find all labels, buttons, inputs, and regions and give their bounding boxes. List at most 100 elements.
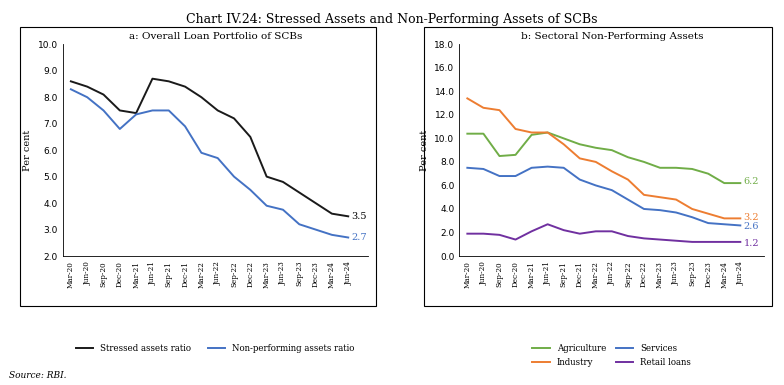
Title: a: Overall Loan Portfolio of SCBs: a: Overall Loan Portfolio of SCBs: [129, 32, 302, 41]
Industry: [655, 195, 665, 199]
Stressed assets ratio: [327, 211, 336, 216]
Retail loans: [591, 229, 601, 234]
Agriculture: [607, 148, 616, 152]
Text: 6.2: 6.2: [743, 177, 759, 186]
Services: [495, 174, 504, 178]
Stressed assets ratio: [132, 111, 141, 116]
Agriculture: [479, 131, 488, 136]
Services: [591, 183, 601, 188]
Retail loans: [671, 238, 681, 243]
Retail loans: [688, 239, 697, 244]
Agriculture: [703, 171, 713, 176]
Services: [575, 177, 584, 182]
Line: Retail loans: Retail loans: [467, 224, 740, 242]
Stressed assets ratio: [180, 84, 190, 89]
Non-performing assets ratio: [278, 208, 288, 212]
Industry: [639, 192, 648, 197]
Non-performing assets ratio: [115, 127, 125, 131]
Services: [511, 174, 521, 178]
Text: 3.5: 3.5: [351, 212, 367, 221]
Stressed assets ratio: [262, 174, 271, 179]
Services: [607, 188, 616, 192]
Retail loans: [655, 237, 665, 242]
Stressed assets ratio: [213, 108, 223, 113]
Agriculture: [623, 155, 633, 159]
Retail loans: [495, 233, 504, 237]
Retail loans: [463, 231, 472, 236]
Industry: [527, 130, 536, 135]
Industry: [591, 160, 601, 164]
Retail loans: [703, 239, 713, 244]
Agriculture: [655, 166, 665, 170]
Stressed assets ratio: [115, 108, 125, 113]
Retail loans: [623, 234, 633, 238]
Industry: [511, 127, 521, 131]
Stressed assets ratio: [311, 201, 321, 206]
Line: Non-performing assets ratio: Non-performing assets ratio: [71, 89, 348, 238]
Non-performing assets ratio: [229, 174, 238, 179]
Text: 2.7: 2.7: [351, 233, 367, 242]
Services: [735, 223, 745, 228]
Agriculture: [639, 160, 648, 164]
Stressed assets ratio: [229, 116, 238, 121]
Services: [479, 167, 488, 171]
Line: Services: Services: [467, 167, 740, 226]
Agriculture: [720, 181, 729, 186]
Line: Stressed assets ratio: Stressed assets ratio: [71, 79, 348, 216]
Title: b: Sectoral Non-Performing Assets: b: Sectoral Non-Performing Assets: [521, 32, 703, 41]
Services: [639, 207, 648, 211]
Non-performing assets ratio: [245, 187, 255, 192]
Services: [623, 197, 633, 202]
Industry: [479, 105, 488, 110]
Stressed assets ratio: [343, 214, 353, 219]
Services: [688, 215, 697, 219]
Non-performing assets ratio: [147, 108, 157, 113]
Agriculture: [543, 130, 553, 135]
Stressed assets ratio: [82, 84, 92, 89]
Stressed assets ratio: [99, 92, 108, 97]
Agriculture: [575, 142, 584, 147]
Line: Agriculture: Agriculture: [467, 132, 740, 183]
Line: Industry: Industry: [467, 99, 740, 218]
Text: 3.2: 3.2: [743, 213, 759, 222]
Industry: [495, 108, 504, 112]
Non-performing assets ratio: [82, 95, 92, 99]
Retail loans: [527, 229, 536, 234]
Non-performing assets ratio: [343, 235, 353, 240]
Industry: [671, 197, 681, 202]
Text: Chart IV.24: Stressed Assets and Non-Performing Assets of SCBs: Chart IV.24: Stressed Assets and Non-Per…: [187, 13, 597, 27]
Services: [543, 164, 553, 169]
Stressed assets ratio: [147, 76, 157, 81]
Agriculture: [591, 146, 601, 150]
Stressed assets ratio: [164, 79, 173, 84]
Agriculture: [463, 131, 472, 136]
Non-performing assets ratio: [213, 156, 223, 161]
Industry: [735, 216, 745, 221]
Retail loans: [575, 231, 584, 236]
Agriculture: [511, 152, 521, 157]
Retail loans: [559, 228, 568, 233]
Text: Source: RBI.: Source: RBI.: [9, 372, 67, 380]
Non-performing assets ratio: [197, 151, 206, 155]
Retail loans: [735, 239, 745, 244]
Industry: [463, 96, 472, 101]
Y-axis label: Per cent: Per cent: [24, 129, 32, 171]
Non-performing assets ratio: [180, 124, 190, 129]
Services: [703, 221, 713, 225]
Retail loans: [543, 222, 553, 226]
Services: [671, 210, 681, 215]
Industry: [703, 211, 713, 216]
Industry: [559, 142, 568, 147]
Retail loans: [479, 231, 488, 236]
Stressed assets ratio: [66, 79, 75, 84]
Stressed assets ratio: [245, 135, 255, 139]
Text: 2.6: 2.6: [743, 222, 759, 231]
Retail loans: [607, 229, 616, 234]
Non-performing assets ratio: [311, 227, 321, 232]
Agriculture: [735, 181, 745, 186]
Agriculture: [671, 166, 681, 170]
Stressed assets ratio: [278, 179, 288, 184]
Services: [559, 166, 568, 170]
Non-performing assets ratio: [132, 112, 141, 117]
Services: [720, 222, 729, 226]
